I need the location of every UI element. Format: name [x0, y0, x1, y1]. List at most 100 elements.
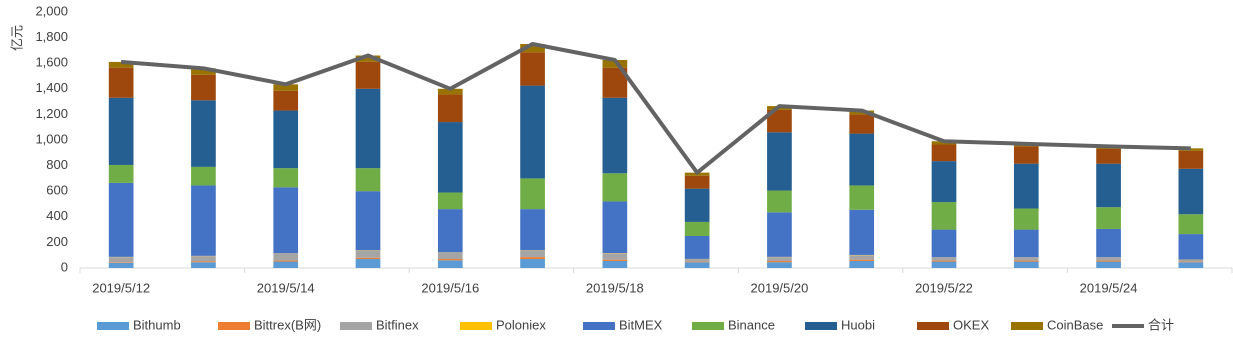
bar-segment — [437, 252, 463, 260]
legend-label: Huobi — [841, 317, 875, 332]
legend-swatch — [97, 322, 129, 330]
bar-segment — [849, 259, 875, 261]
bar-segment — [684, 259, 710, 262]
y-tick-label: 1,200 — [35, 106, 68, 121]
x-tick-label: 2019/5/14 — [257, 280, 315, 295]
legend-label: Bitfinex — [376, 317, 419, 332]
legend-label: OKEX — [953, 317, 989, 332]
bar-segment — [1013, 229, 1039, 258]
y-axis-label: 亿元 — [9, 25, 24, 51]
bar-segment — [191, 262, 216, 268]
legend-label: BitMEX — [619, 317, 663, 332]
bar-segment — [355, 257, 381, 260]
bar-segment — [273, 110, 299, 169]
bar-segment — [767, 212, 792, 257]
y-tick-label: 0 — [61, 259, 68, 274]
legend-label: Bithumb — [133, 317, 181, 332]
legend-label: 合计 — [1148, 317, 1174, 332]
bar-segment — [108, 262, 134, 263]
legend-swatch — [805, 322, 837, 330]
bar-segment — [684, 262, 710, 268]
bar-segment — [767, 257, 792, 261]
x-tick-label: 2019/5/16 — [421, 280, 479, 295]
bar-segment — [1013, 257, 1039, 261]
y-tick-label: 1,800 — [35, 29, 68, 44]
bar-segment — [1178, 168, 1204, 215]
bar-segment — [520, 85, 545, 179]
bar-segment — [108, 182, 134, 257]
bar-segment — [1013, 261, 1039, 268]
bar-segment — [191, 261, 216, 263]
bar-segment — [437, 260, 463, 268]
y-tick-label: 200 — [46, 234, 68, 249]
bar-segment — [931, 161, 957, 203]
bar-segment — [849, 114, 875, 134]
bar-segment — [931, 260, 957, 262]
bar-segment — [1013, 260, 1039, 262]
bar-segment — [108, 67, 134, 98]
bar-segment — [520, 44, 545, 53]
bar-segment — [602, 60, 628, 68]
y-tick-label: 2,000 — [35, 3, 68, 18]
bar-segment — [1096, 261, 1121, 268]
bar-segment — [191, 256, 216, 262]
bar-segment — [1178, 259, 1204, 262]
bar-segment — [520, 257, 545, 260]
bar-segment — [1096, 228, 1121, 258]
bar-segment — [191, 166, 216, 186]
bar-segment — [684, 236, 710, 259]
bar-segment — [849, 209, 875, 255]
legend-swatch — [583, 322, 615, 330]
bar-segment — [273, 261, 299, 268]
bar-segment — [191, 100, 216, 167]
y-tick-label: 1,600 — [35, 55, 68, 70]
bar-segment — [1178, 261, 1204, 263]
bar-segment — [355, 61, 381, 89]
bar-segment — [767, 262, 792, 268]
bar-segment — [355, 55, 381, 62]
bar-segment — [849, 185, 875, 210]
x-tick-label: 2019/5/18 — [586, 280, 644, 295]
bar-segment — [1096, 148, 1121, 164]
bar-segment — [1178, 148, 1204, 151]
bar-segment — [849, 133, 875, 186]
bar-segment — [602, 260, 628, 268]
bar-segment — [520, 259, 545, 268]
bar-segment — [1013, 163, 1039, 209]
bar-segment — [602, 259, 628, 261]
bar-segment — [437, 209, 463, 253]
bar-segment — [684, 188, 710, 222]
legend-swatch — [340, 322, 372, 330]
legend-label: Binance — [728, 317, 775, 332]
y-tick-label: 400 — [46, 208, 68, 223]
bar-segment — [273, 168, 299, 188]
bar-segment — [1178, 262, 1204, 268]
bar-segment — [108, 262, 134, 268]
bar-segment — [767, 132, 792, 191]
legend-label: Poloniex — [496, 317, 546, 332]
legend-swatch — [1011, 322, 1043, 330]
y-tick-label: 600 — [46, 183, 68, 198]
bar-segment — [931, 229, 957, 258]
bar-segment — [437, 94, 463, 123]
bar-segment — [191, 68, 216, 75]
bar-segment — [355, 250, 381, 258]
bar-segment — [684, 221, 710, 236]
bar-segment — [1013, 146, 1039, 164]
bar-segment — [437, 192, 463, 210]
bar-segment — [520, 178, 545, 210]
bar-segment — [108, 257, 134, 263]
bar-segment — [520, 52, 545, 86]
bar-segment — [1096, 257, 1121, 261]
bar-segment — [520, 209, 545, 251]
legend-swatch — [917, 322, 949, 330]
bar-segment — [437, 88, 463, 95]
bar-segment — [273, 84, 299, 91]
total-line — [120, 42, 1191, 175]
bar-segment — [931, 261, 957, 268]
bar-segment — [355, 88, 381, 169]
bar-segment — [684, 261, 710, 263]
bar-segment — [931, 202, 957, 230]
bar-segment — [602, 201, 628, 254]
